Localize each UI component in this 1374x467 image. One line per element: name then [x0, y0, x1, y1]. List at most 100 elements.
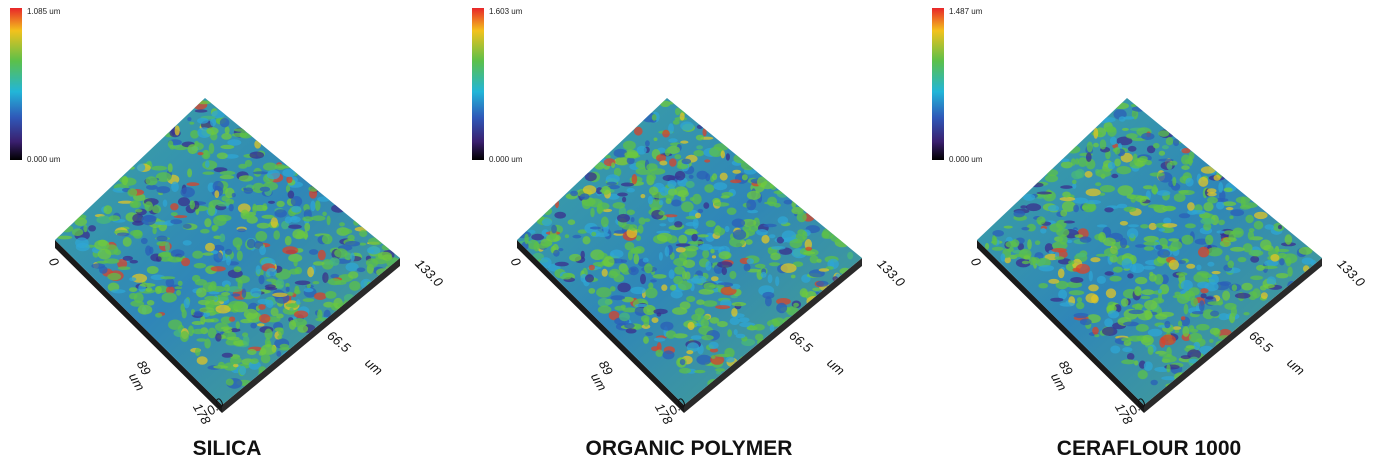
surface-bump [228, 203, 234, 212]
surface-bump [231, 192, 236, 198]
surface-bump [1166, 346, 1172, 358]
surface-bump [1200, 288, 1209, 294]
surface-bump [691, 313, 702, 321]
surface-bump [638, 217, 646, 225]
surface-bump [662, 350, 675, 360]
surface-bump [686, 278, 702, 284]
surface-bump [113, 249, 122, 256]
surface-bump [584, 172, 597, 182]
surface-bump [703, 202, 710, 209]
surface-bump [202, 252, 214, 256]
surface-bump [704, 184, 715, 193]
surface-bump [767, 196, 778, 207]
surface-bump [696, 354, 712, 365]
surface-bump [763, 223, 777, 228]
surface-bump [348, 271, 359, 279]
surface-bump [619, 312, 630, 322]
surface-bump [680, 121, 694, 131]
surface-bump [773, 190, 785, 195]
surface-bump [284, 235, 292, 246]
surface-bump [233, 266, 242, 273]
surface-bump [258, 274, 265, 285]
surface-bump [294, 280, 311, 286]
axis-label: 66.5 [1246, 328, 1276, 356]
surface-bump [204, 295, 218, 301]
surface-bump [132, 220, 144, 226]
surface-bump [1260, 239, 1272, 251]
surface-bump [746, 190, 761, 200]
surface-bump [155, 172, 172, 182]
surface-bump [551, 224, 557, 234]
surface-bump [197, 152, 204, 156]
surface-bump [146, 300, 155, 306]
surface-bump [1086, 152, 1092, 162]
surface-bump [708, 341, 719, 350]
surface-side [222, 258, 400, 413]
surface-bump [697, 208, 704, 214]
surface-bump [1076, 301, 1085, 310]
surface-bump [579, 193, 590, 200]
surface-bump [1079, 318, 1092, 326]
surface-bump [1189, 328, 1199, 333]
surface-bump [314, 292, 327, 301]
surface-bump [229, 316, 236, 322]
surface-bump [1147, 345, 1154, 355]
surface-bump [643, 336, 649, 344]
surface-bump [631, 174, 638, 185]
surface-bump [322, 272, 329, 283]
surface-bump [746, 199, 757, 211]
surface-bump [1129, 232, 1135, 239]
axis-label: 133.0 [874, 256, 908, 290]
surface-bump [740, 159, 756, 171]
surface-bump [1162, 223, 1178, 228]
surface-bump [238, 163, 248, 169]
surface-bump [1143, 246, 1154, 251]
surface-bump [1123, 206, 1137, 212]
surface-bump [1004, 256, 1011, 264]
surface-bump [675, 243, 691, 247]
surface-bump [167, 256, 183, 263]
surface-bump [1127, 335, 1144, 342]
surface-bump [203, 150, 209, 158]
surface-bump [688, 174, 694, 179]
surface-bump [306, 283, 311, 289]
surface-bump [768, 234, 776, 239]
surface-bump [658, 211, 665, 216]
surface-bump [219, 233, 226, 243]
surface-bump [249, 151, 265, 159]
surface-bump [1085, 199, 1102, 205]
surface-bump [1260, 292, 1268, 299]
surface-bump [194, 140, 199, 147]
surface-bump [152, 205, 162, 214]
surface-bump [141, 214, 156, 226]
surface-bump [210, 117, 217, 127]
surface-bump [729, 179, 742, 184]
surface-bump [555, 199, 559, 209]
surface-bump [211, 286, 226, 292]
surface-bump [1152, 184, 1158, 195]
surface-bump [660, 100, 671, 108]
surface-bump [729, 270, 737, 280]
surface-bump [203, 318, 215, 323]
surface-bump [246, 238, 256, 249]
surface-bump [776, 302, 788, 314]
surface-bump [653, 137, 658, 142]
surface-bump [600, 216, 609, 228]
surface-bump [705, 261, 712, 271]
surface-bump [1059, 234, 1068, 245]
surface-bump [757, 176, 768, 188]
surface-bump [692, 193, 702, 205]
surface-bump [1144, 309, 1152, 320]
surface-bump [233, 363, 239, 368]
surface-bump [1072, 179, 1077, 185]
surface-bump [609, 249, 624, 259]
surface-bump [588, 264, 595, 271]
surface-bump [108, 215, 121, 222]
surface-bump [199, 307, 215, 313]
surface-bump [685, 215, 698, 220]
surface-bump [1131, 303, 1144, 309]
axis-label: 89 [1056, 358, 1076, 378]
surface-bump [140, 237, 148, 245]
surface-bump [345, 262, 359, 272]
surface-bump [780, 263, 797, 273]
